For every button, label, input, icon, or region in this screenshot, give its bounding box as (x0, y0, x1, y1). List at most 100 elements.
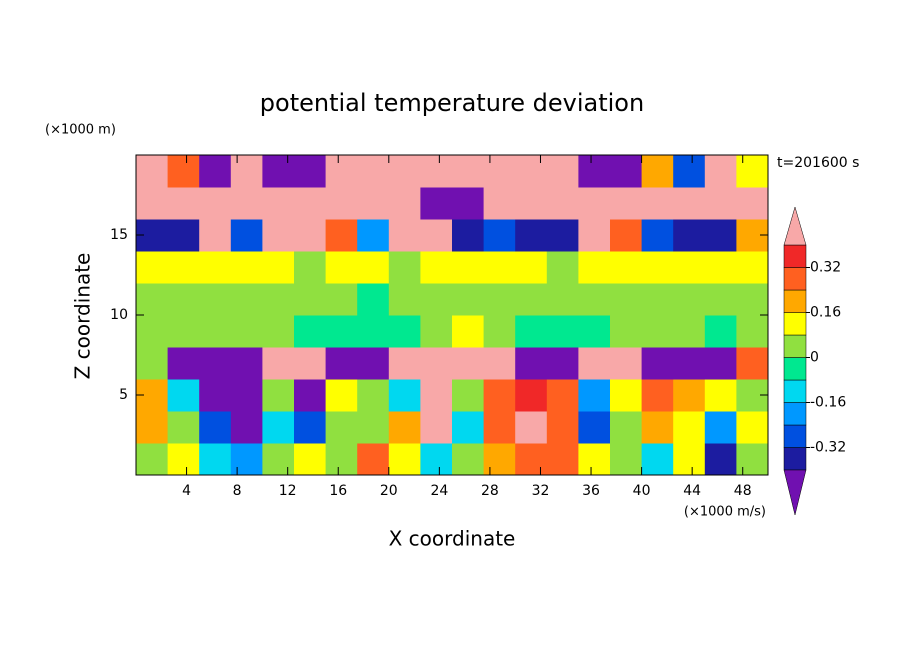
field-cell (262, 155, 295, 188)
field-cell (610, 251, 643, 284)
field-cell (641, 443, 674, 476)
field-cell (610, 411, 643, 444)
field-cell (704, 347, 737, 380)
x-unit: (×1000 m/s) (684, 505, 766, 520)
field-cell (388, 251, 421, 284)
colorbar-band (783, 402, 807, 426)
field-cell (294, 219, 327, 252)
field-cell (325, 283, 358, 316)
field-cell (578, 443, 611, 476)
field-cell (199, 187, 232, 220)
field-cell (199, 379, 232, 412)
field-cell (578, 251, 611, 284)
field-cell (546, 155, 579, 188)
field-cell (578, 411, 611, 444)
field-cell (230, 187, 263, 220)
field-cell (546, 411, 579, 444)
x-tick-label: 36 (582, 483, 600, 499)
field-cell (673, 251, 706, 284)
field-cell (452, 347, 485, 380)
field-cell (357, 347, 390, 380)
field-cell (515, 443, 548, 476)
field-cell (704, 411, 737, 444)
field-cell (294, 411, 327, 444)
field-cell (199, 219, 232, 252)
field-cell (641, 283, 674, 316)
field-cell (673, 219, 706, 252)
field-cell (294, 283, 327, 316)
field-cell (578, 347, 611, 380)
field-cell (357, 155, 390, 188)
field-cell (736, 187, 769, 220)
field-cell (673, 283, 706, 316)
field-cell (673, 187, 706, 220)
y-tick-label: 10 (110, 307, 128, 323)
field-cell (515, 411, 548, 444)
field-cell (294, 251, 327, 284)
field-cell (357, 251, 390, 284)
x-tick-label: 40 (633, 483, 651, 499)
field-cell (483, 347, 516, 380)
x-tick-label: 12 (279, 483, 297, 499)
field-cell (641, 315, 674, 348)
field-cell (388, 283, 421, 316)
field-cell (199, 283, 232, 316)
field-cell (388, 411, 421, 444)
field-cell (578, 283, 611, 316)
field-cell (388, 443, 421, 476)
field-cell (262, 283, 295, 316)
field-cell (704, 283, 737, 316)
field-cell (262, 251, 295, 284)
field-cell (483, 283, 516, 316)
field-cell (546, 315, 579, 348)
field-cell (199, 155, 232, 188)
field-cell (167, 219, 200, 252)
field-cell (673, 379, 706, 412)
field-cell (262, 187, 295, 220)
field-cell (704, 315, 737, 348)
field-cell (388, 187, 421, 220)
field-cell (230, 347, 263, 380)
field-cell (388, 379, 421, 412)
field-cell (420, 219, 453, 252)
field-cell (325, 411, 358, 444)
field-cell (452, 411, 485, 444)
field-cell (610, 187, 643, 220)
field-cell (546, 283, 579, 316)
field-cell (294, 347, 327, 380)
x-tick-label: 28 (481, 483, 499, 499)
field-cell (420, 187, 453, 220)
y-tick-label: 15 (110, 227, 128, 243)
y-unit: (×1000 m) (45, 123, 116, 138)
colorbar-band (783, 267, 807, 291)
field-cell (610, 347, 643, 380)
colorbar-band (783, 312, 807, 336)
field-cell (199, 315, 232, 348)
field-cell (388, 155, 421, 188)
field-cell (230, 411, 263, 444)
colorbar-band (783, 244, 807, 268)
colorbar-band (783, 334, 807, 358)
field-cell (704, 155, 737, 188)
field-cell (546, 379, 579, 412)
field-cell (167, 443, 200, 476)
field-cell (515, 251, 548, 284)
field-cell (294, 379, 327, 412)
colorbar-tick-label: -0.32 (810, 440, 846, 456)
field-cell (262, 411, 295, 444)
colorbar-tick-label: -0.16 (810, 395, 846, 411)
field-cell (136, 411, 169, 444)
field-cell (230, 155, 263, 188)
field-cell (420, 283, 453, 316)
colorbar-tick-label: 0.32 (810, 260, 841, 276)
field-cell (641, 155, 674, 188)
field-cell (420, 251, 453, 284)
field-cell (673, 155, 706, 188)
field-cell (452, 443, 485, 476)
field-cell (136, 443, 169, 476)
field-cell (230, 443, 263, 476)
field-cell (230, 379, 263, 412)
field-cell (294, 443, 327, 476)
field-cell (325, 187, 358, 220)
field-cell (452, 155, 485, 188)
